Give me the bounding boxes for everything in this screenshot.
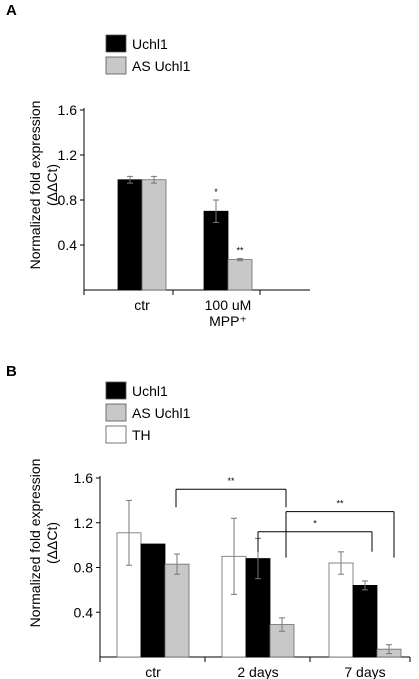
category-label-0-0: ctr: [134, 297, 150, 313]
y-axis-label-a-line1: Normalized fold expression: [27, 101, 43, 270]
bar-0-1-0: [141, 179, 167, 291]
panel-a: A Uchl1 AS Uchl1 Normalized fold expressi…: [6, 2, 310, 329]
legend-swatch-1-1: [105, 403, 127, 422]
category-label-1-1: 2 days: [237, 664, 278, 679]
panel-letter-a: A: [6, 2, 17, 19]
y-tick-label-0-2: 1.2: [58, 147, 78, 163]
category-label-1-0: ctr: [145, 664, 161, 679]
y-tick-label-0-0: 0.4: [58, 237, 78, 253]
y-axis-label-a: Normalized fold expression (ΔΔCt): [27, 101, 60, 270]
significance-mark-0-1-1: **: [236, 246, 244, 256]
bar-0-0-0: [117, 179, 143, 291]
y-tick-label-0-1: 0.8: [58, 192, 78, 208]
category-label-0-1: 100 uM: [205, 297, 252, 313]
bar-1-0-2: [328, 562, 354, 658]
y-tick-label-0-3: 1.6: [58, 102, 78, 118]
bracket-label-1: **: [336, 499, 344, 509]
legend-label-0-0: Uchl1: [132, 36, 168, 52]
panel-letter-b: B: [6, 363, 17, 380]
bar-1-2-0: [164, 563, 190, 658]
legend-b: Uchl1 AS Uchl1 TH: [105, 381, 191, 444]
legend-swatch-0-0: [105, 34, 127, 53]
legend-swatch-1-0: [105, 381, 127, 400]
bar-0-1-1: [227, 259, 253, 291]
legend-a: Uchl1 AS Uchl1: [105, 34, 191, 75]
bar-0-0-1: [203, 210, 229, 291]
category-label-1-2: 7 days: [344, 664, 385, 679]
legend-label-1-0: Uchl1: [132, 383, 168, 399]
legend-label-1-1: AS Uchl1: [132, 405, 191, 421]
y-axis-label-b-line1: Normalized fold expression: [27, 459, 43, 628]
y-axis-label-a-line2: (ΔΔCt): [44, 164, 60, 206]
y-tick-label-1-3: 1.6: [74, 470, 94, 486]
significance-mark-0-0-1: *: [214, 187, 218, 197]
y-tick-label-1-2: 1.2: [74, 515, 94, 531]
legend-swatch-1-2: [105, 425, 127, 444]
legend-label-0-1: AS Uchl1: [132, 58, 191, 74]
legend-label-1-2: TH: [132, 427, 151, 443]
y-tick-label-1-1: 0.8: [74, 560, 94, 576]
bracket-label-2: *: [313, 519, 317, 529]
panel-b: B Uchl1 AS Uchl1 TH Normalized fold expres…: [6, 363, 411, 679]
bar-1-1-2: [352, 585, 378, 658]
y-axis-label-b-line2: (ΔΔCt): [44, 522, 60, 564]
y-axis-label-b: Normalized fold expression (ΔΔCt): [27, 459, 60, 628]
legend-swatch-0-1: [105, 56, 127, 75]
bar-1-1-0: [140, 543, 166, 658]
category-label-line2-0-1: MPP⁺: [209, 313, 247, 329]
y-tick-label-1-0: 0.4: [74, 604, 94, 620]
bracket-label-0: **: [227, 476, 235, 486]
